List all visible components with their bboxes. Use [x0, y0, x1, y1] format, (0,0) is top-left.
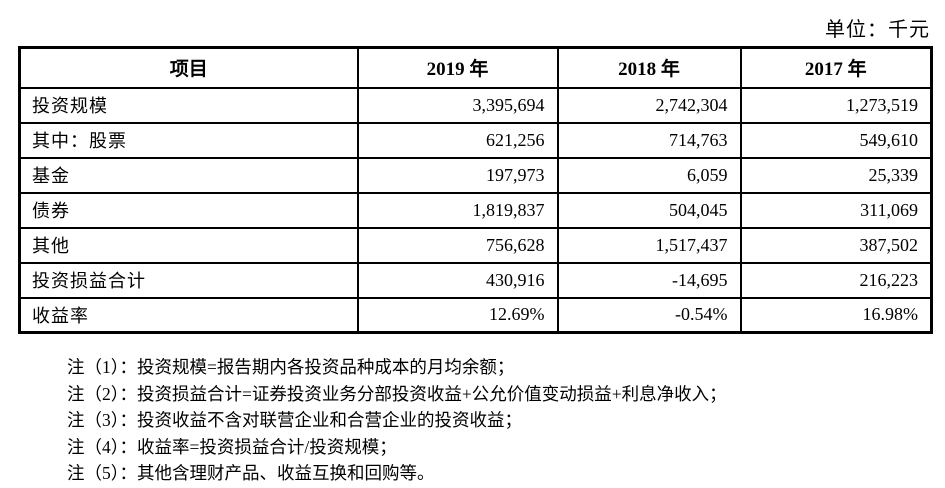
table-row-others: 其他 756,628 1,517,437 387,502 — [18, 226, 933, 264]
note-line-1: 注（1）：投资规模=报告期内各投资品种成本的月均余额； — [67, 357, 515, 377]
row-label: 其中：股票 — [18, 121, 359, 159]
row-label: 收益率 — [18, 296, 359, 334]
table-header-row: 项目 2019 年 2018 年 2017 年 — [18, 46, 933, 89]
cell-2017: 387,502 — [739, 226, 933, 264]
cell-2017: 216,223 — [739, 261, 933, 299]
cell-2018: 1,517,437 — [556, 226, 742, 264]
cell-2019: 197,973 — [356, 156, 559, 194]
unit-label: 单位：千元 — [825, 19, 930, 41]
cell-2019: 3,395,694 — [356, 86, 559, 124]
table-row-yield-rate: 收益率 12.69% -0.54% 16.98% — [18, 296, 933, 334]
col-header-2017: 2017 年 — [739, 46, 933, 89]
row-label: 基金 — [18, 156, 359, 194]
cell-2018: 504,045 — [556, 191, 742, 229]
row-label: 投资损益合计 — [18, 261, 359, 299]
cell-2019: 621,256 — [356, 121, 559, 159]
row-label: 债券 — [18, 191, 359, 229]
note-line-3: 注（3）：投资收益不含对联营企业和合营企业的投资收益； — [67, 410, 522, 430]
table-row-total-gains: 投资损益合计 430,916 -14,695 216,223 — [18, 261, 933, 299]
note-line-2: 注（2）：投资损益合计=证券投资业务分部投资收益+公允价值变动损益+利息净收入； — [67, 383, 727, 404]
table-row-investment-scale: 投资规模 3,395,694 2,742,304 1,273,519 — [18, 86, 933, 124]
cell-2017: 311,069 — [739, 191, 933, 229]
col-header-2019: 2019 年 — [356, 46, 559, 89]
cell-2019: 1,819,837 — [356, 191, 559, 229]
note-line-5: 注（5）：其他含理财产品、收益互换和回购等。 — [67, 463, 435, 483]
cell-2019: 756,628 — [356, 226, 559, 264]
cell-2018: -0.54% — [556, 296, 742, 334]
cell-2018: 2,742,304 — [556, 86, 742, 124]
cell-2017: 16.98% — [739, 296, 933, 334]
investment-summary-table: 项目 2019 年 2018 年 2017 年 投资规模 3,395,694 2… — [18, 46, 933, 334]
cell-2017: 1,273,519 — [739, 86, 933, 124]
footnotes: 注（1）：投资规模=报告期内各投资品种成本的月均余额； 注（2）：投资损益合计=… — [67, 354, 727, 487]
note-line-4: 注（4）：收益率=投资损益合计/投资规模； — [67, 436, 397, 457]
cell-2017: 549,610 — [739, 121, 933, 159]
col-header-item: 项目 — [18, 46, 359, 89]
row-label: 其他 — [18, 226, 359, 264]
cell-2018: 6,059 — [556, 156, 742, 194]
cell-2017: 25,339 — [739, 156, 933, 194]
cell-2018: -14,695 — [556, 261, 742, 299]
table-row-funds: 基金 197,973 6,059 25,339 — [18, 156, 933, 194]
table-row-bonds: 债券 1,819,837 504,045 311,069 — [18, 191, 933, 229]
col-header-2018: 2018 年 — [556, 46, 742, 89]
table-row-stocks: 其中：股票 621,256 714,763 549,610 — [18, 121, 933, 159]
cell-2019: 430,916 — [356, 261, 559, 299]
cell-2019: 12.69% — [356, 296, 559, 334]
cell-2018: 714,763 — [556, 121, 742, 159]
row-label: 投资规模 — [18, 86, 359, 124]
